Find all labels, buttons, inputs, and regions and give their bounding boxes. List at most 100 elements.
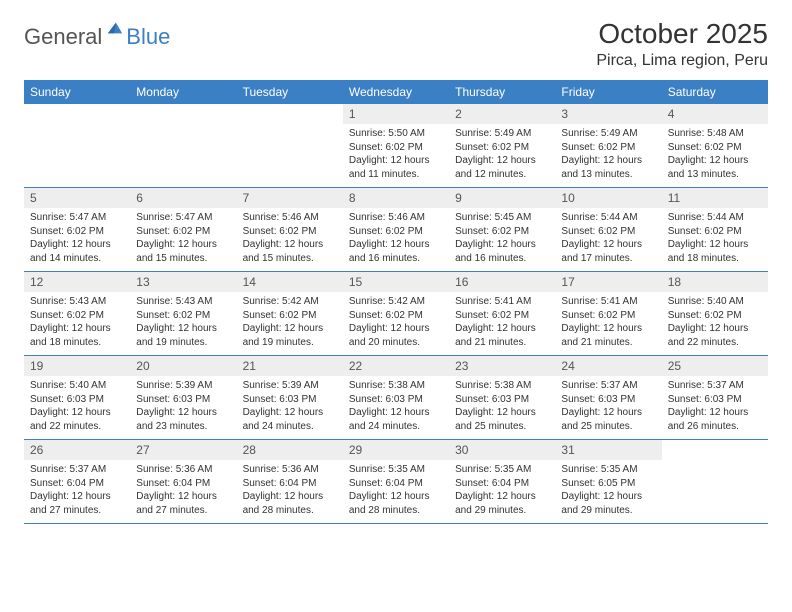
day-number: 9	[449, 188, 555, 208]
sunrise-text: Sunrise: 5:49 AM	[455, 127, 549, 141]
sunset-text: Sunset: 6:02 PM	[30, 225, 124, 239]
day-content: Sunrise: 5:47 AMSunset: 6:02 PMDaylight:…	[24, 208, 130, 271]
calendar-day-cell: 3Sunrise: 5:49 AMSunset: 6:02 PMDaylight…	[555, 104, 661, 188]
daylight-text: Daylight: 12 hours and 28 minutes.	[349, 490, 443, 517]
day-number: 24	[555, 356, 661, 376]
calendar-day-cell: 12Sunrise: 5:43 AMSunset: 6:02 PMDayligh…	[24, 272, 130, 356]
sunrise-text: Sunrise: 5:44 AM	[561, 211, 655, 225]
weekday-header: Sunday	[24, 80, 130, 104]
daylight-text: Daylight: 12 hours and 25 minutes.	[455, 406, 549, 433]
daylight-text: Daylight: 12 hours and 13 minutes.	[561, 154, 655, 181]
title-block: October 2025 Pirca, Lima region, Peru	[596, 18, 768, 70]
sunrise-text: Sunrise: 5:37 AM	[561, 379, 655, 393]
calendar-body: 1Sunrise: 5:50 AMSunset: 6:02 PMDaylight…	[24, 104, 768, 524]
daylight-text: Daylight: 12 hours and 24 minutes.	[349, 406, 443, 433]
day-number: 16	[449, 272, 555, 292]
calendar-day-cell: 29Sunrise: 5:35 AMSunset: 6:04 PMDayligh…	[343, 440, 449, 524]
day-number: 26	[24, 440, 130, 460]
calendar-day-cell: 6Sunrise: 5:47 AMSunset: 6:02 PMDaylight…	[130, 188, 236, 272]
sunrise-text: Sunrise: 5:36 AM	[243, 463, 337, 477]
day-content: Sunrise: 5:44 AMSunset: 6:02 PMDaylight:…	[555, 208, 661, 271]
calendar-day-cell: 8Sunrise: 5:46 AMSunset: 6:02 PMDaylight…	[343, 188, 449, 272]
calendar-day-cell: 9Sunrise: 5:45 AMSunset: 6:02 PMDaylight…	[449, 188, 555, 272]
daylight-text: Daylight: 12 hours and 29 minutes.	[561, 490, 655, 517]
calendar-week-row: 26Sunrise: 5:37 AMSunset: 6:04 PMDayligh…	[24, 440, 768, 524]
day-content: Sunrise: 5:35 AMSunset: 6:04 PMDaylight:…	[449, 460, 555, 523]
calendar-day-cell: 2Sunrise: 5:49 AMSunset: 6:02 PMDaylight…	[449, 104, 555, 188]
daylight-text: Daylight: 12 hours and 21 minutes.	[561, 322, 655, 349]
sunset-text: Sunset: 6:05 PM	[561, 477, 655, 491]
sunset-text: Sunset: 6:02 PM	[349, 225, 443, 239]
sunrise-text: Sunrise: 5:37 AM	[30, 463, 124, 477]
day-content: Sunrise: 5:39 AMSunset: 6:03 PMDaylight:…	[130, 376, 236, 439]
day-number: 19	[24, 356, 130, 376]
day-content: Sunrise: 5:37 AMSunset: 6:03 PMDaylight:…	[555, 376, 661, 439]
calendar-week-row: 5Sunrise: 5:47 AMSunset: 6:02 PMDaylight…	[24, 188, 768, 272]
day-content: Sunrise: 5:35 AMSunset: 6:04 PMDaylight:…	[343, 460, 449, 523]
sunset-text: Sunset: 6:04 PM	[30, 477, 124, 491]
daylight-text: Daylight: 12 hours and 22 minutes.	[668, 322, 762, 349]
sunset-text: Sunset: 6:04 PM	[349, 477, 443, 491]
sunrise-text: Sunrise: 5:38 AM	[349, 379, 443, 393]
day-number: 10	[555, 188, 661, 208]
brand-part1: General	[24, 24, 102, 50]
day-number: 27	[130, 440, 236, 460]
calendar-week-row: 12Sunrise: 5:43 AMSunset: 6:02 PMDayligh…	[24, 272, 768, 356]
daylight-text: Daylight: 12 hours and 15 minutes.	[243, 238, 337, 265]
calendar-day-cell: 22Sunrise: 5:38 AMSunset: 6:03 PMDayligh…	[343, 356, 449, 440]
day-content: Sunrise: 5:44 AMSunset: 6:02 PMDaylight:…	[662, 208, 768, 271]
weekday-header: Tuesday	[237, 80, 343, 104]
calendar-week-row: 19Sunrise: 5:40 AMSunset: 6:03 PMDayligh…	[24, 356, 768, 440]
sunset-text: Sunset: 6:02 PM	[455, 309, 549, 323]
calendar-day-cell: 30Sunrise: 5:35 AMSunset: 6:04 PMDayligh…	[449, 440, 555, 524]
daylight-text: Daylight: 12 hours and 25 minutes.	[561, 406, 655, 433]
day-content: Sunrise: 5:43 AMSunset: 6:02 PMDaylight:…	[130, 292, 236, 355]
daylight-text: Daylight: 12 hours and 11 minutes.	[349, 154, 443, 181]
day-content: Sunrise: 5:38 AMSunset: 6:03 PMDaylight:…	[343, 376, 449, 439]
day-number: 6	[130, 188, 236, 208]
sunset-text: Sunset: 6:04 PM	[136, 477, 230, 491]
daylight-text: Daylight: 12 hours and 21 minutes.	[455, 322, 549, 349]
day-number: 1	[343, 104, 449, 124]
sunrise-text: Sunrise: 5:50 AM	[349, 127, 443, 141]
day-content: Sunrise: 5:36 AMSunset: 6:04 PMDaylight:…	[237, 460, 343, 523]
calendar-day-cell: 17Sunrise: 5:41 AMSunset: 6:02 PMDayligh…	[555, 272, 661, 356]
day-content: Sunrise: 5:40 AMSunset: 6:03 PMDaylight:…	[24, 376, 130, 439]
sunrise-text: Sunrise: 5:38 AM	[455, 379, 549, 393]
daylight-text: Daylight: 12 hours and 24 minutes.	[243, 406, 337, 433]
sunset-text: Sunset: 6:03 PM	[668, 393, 762, 407]
sunrise-text: Sunrise: 5:43 AM	[136, 295, 230, 309]
sunset-text: Sunset: 6:02 PM	[136, 309, 230, 323]
calendar-day-cell: 18Sunrise: 5:40 AMSunset: 6:02 PMDayligh…	[662, 272, 768, 356]
calendar-day-cell: 31Sunrise: 5:35 AMSunset: 6:05 PMDayligh…	[555, 440, 661, 524]
day-number: 30	[449, 440, 555, 460]
sunrise-text: Sunrise: 5:39 AM	[136, 379, 230, 393]
sunrise-text: Sunrise: 5:35 AM	[349, 463, 443, 477]
sunset-text: Sunset: 6:02 PM	[561, 141, 655, 155]
weekday-header-row: Sunday Monday Tuesday Wednesday Thursday…	[24, 80, 768, 104]
sunrise-text: Sunrise: 5:35 AM	[455, 463, 549, 477]
day-number: 12	[24, 272, 130, 292]
weekday-header: Monday	[130, 80, 236, 104]
weekday-header: Friday	[555, 80, 661, 104]
brand-part2: Blue	[126, 24, 170, 50]
day-content: Sunrise: 5:41 AMSunset: 6:02 PMDaylight:…	[449, 292, 555, 355]
daylight-text: Daylight: 12 hours and 13 minutes.	[668, 154, 762, 181]
calendar-grid: Sunday Monday Tuesday Wednesday Thursday…	[24, 80, 768, 524]
sunrise-text: Sunrise: 5:42 AM	[349, 295, 443, 309]
weekday-header: Thursday	[449, 80, 555, 104]
day-content: Sunrise: 5:38 AMSunset: 6:03 PMDaylight:…	[449, 376, 555, 439]
calendar-day-cell: 27Sunrise: 5:36 AMSunset: 6:04 PMDayligh…	[130, 440, 236, 524]
calendar-page: General Blue October 2025 Pirca, Lima re…	[0, 0, 792, 534]
calendar-day-cell: 23Sunrise: 5:38 AMSunset: 6:03 PMDayligh…	[449, 356, 555, 440]
day-number: 4	[662, 104, 768, 124]
day-content: Sunrise: 5:40 AMSunset: 6:02 PMDaylight:…	[662, 292, 768, 355]
day-number: 25	[662, 356, 768, 376]
day-number: 2	[449, 104, 555, 124]
day-number: 5	[24, 188, 130, 208]
day-number: 23	[449, 356, 555, 376]
calendar-day-cell	[24, 104, 130, 188]
sunset-text: Sunset: 6:02 PM	[349, 141, 443, 155]
month-title: October 2025	[596, 18, 768, 50]
daylight-text: Daylight: 12 hours and 15 minutes.	[136, 238, 230, 265]
